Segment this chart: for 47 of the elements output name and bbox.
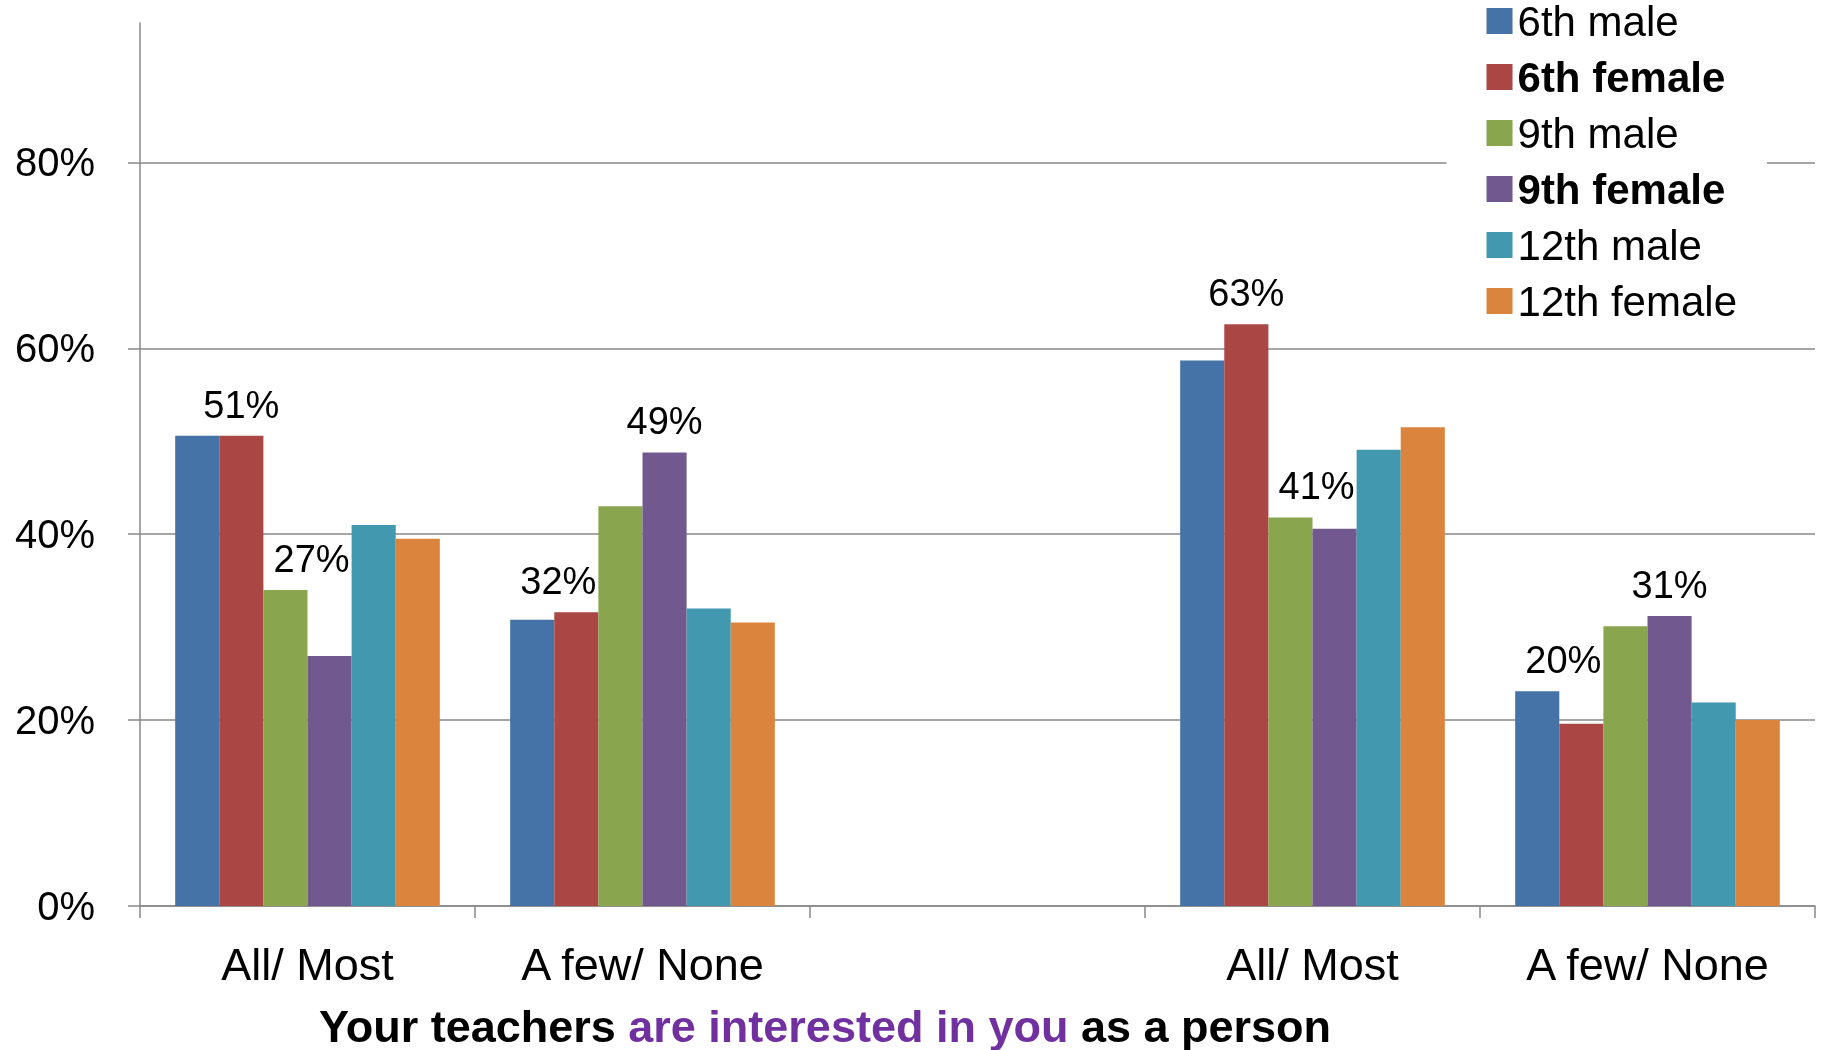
bar [219,435,264,906]
y-tick-label: 60% [14,326,95,371]
bar [598,506,643,906]
bar [1312,528,1357,906]
data-label: 63% [1208,272,1285,315]
bar [1515,691,1560,906]
bar [1224,324,1269,906]
data-label: 31% [1631,564,1708,606]
bar [175,435,220,906]
legend-label: 6th male [1517,0,1679,45]
x-tick-label: All/ Most [221,939,395,990]
x-tick-label: A few/ None [521,939,764,990]
legend-label: 12th male [1517,221,1702,269]
bar [730,622,775,906]
bar [1268,517,1313,906]
x-tick-label: A few/ None [1526,939,1769,990]
x-tick-label: All/ Most [1226,939,1400,990]
legend-label: 6th female [1517,53,1726,101]
legend-label: 9th male [1517,109,1679,157]
bar [307,655,352,906]
bar [1735,720,1780,906]
bar [686,608,731,906]
bar [1647,616,1692,906]
data-label: 41% [1278,465,1355,508]
y-tick-label: 20% [14,698,95,743]
bar [554,612,599,906]
y-tick-label: 0% [37,884,95,928]
bar [1356,449,1401,906]
legend-label: 9th female [1517,165,1726,213]
bar [351,524,396,906]
y-tick-label: 40% [14,512,95,557]
bar [1400,427,1445,906]
bar [263,589,308,906]
bar [1180,360,1225,906]
y-tick-label: 80% [14,140,95,185]
bar [1603,626,1648,906]
bar [642,452,687,906]
data-label: 27% [273,537,350,580]
data-label: 32% [520,560,597,603]
bar [510,619,555,906]
bar [1559,723,1604,906]
data-label: 51% [203,383,280,426]
bar [1691,702,1736,906]
legend-label: 12th female [1517,277,1738,325]
bar [395,538,440,906]
data-label: 49% [626,400,703,443]
data-label: 20% [1525,639,1602,682]
